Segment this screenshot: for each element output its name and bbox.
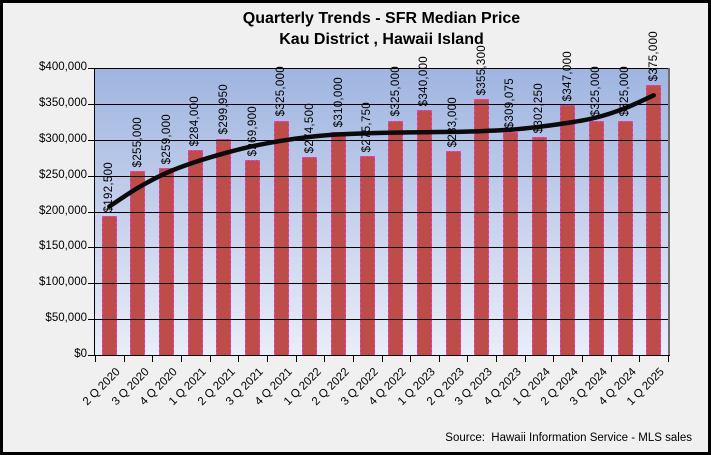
gridline xyxy=(95,103,668,105)
x-axis-tick xyxy=(324,356,326,362)
trend-line xyxy=(107,93,656,209)
bar xyxy=(617,120,633,355)
y-axis-tick xyxy=(88,175,94,177)
bar-value-label: $325,000 xyxy=(619,66,632,117)
x-axis-tick xyxy=(639,356,641,362)
y-axis-label: $150,000 xyxy=(39,240,87,253)
bar-value-label: $255,000 xyxy=(131,116,144,168)
x-axis-tick xyxy=(295,356,297,362)
x-axis-tick xyxy=(123,356,125,362)
bar xyxy=(273,120,289,355)
x-axis-tick xyxy=(152,356,154,362)
bar-value-label: $340,000 xyxy=(418,55,431,107)
x-axis-tick xyxy=(668,356,669,362)
bar xyxy=(245,160,261,355)
y-axis-label: $250,000 xyxy=(39,168,87,181)
bar-value-label: $299,950 xyxy=(217,84,230,135)
x-axis-tick xyxy=(496,356,498,362)
chart-title-line1: Quarterly Trends - SFR Median Price xyxy=(242,10,521,27)
gridline xyxy=(95,283,668,285)
y-axis-label: $50,000 xyxy=(45,312,87,325)
bar-value-label: $325,000 xyxy=(590,66,603,117)
y-axis-tick xyxy=(88,103,94,105)
x-axis-tick xyxy=(553,356,555,362)
gridline xyxy=(95,68,668,69)
bar xyxy=(331,131,347,355)
x-axis-tick xyxy=(467,356,469,362)
bar-value-label: $269,900 xyxy=(246,105,259,157)
bar-value-label: $355,300 xyxy=(475,44,488,96)
bar xyxy=(416,110,432,355)
y-axis-label: $100,000 xyxy=(39,276,87,289)
x-axis-tick xyxy=(209,356,211,362)
y-axis-label: $300,000 xyxy=(39,132,87,145)
bar-value-label: $325,000 xyxy=(389,66,402,117)
y-axis-tick xyxy=(88,247,94,249)
y-axis-tick xyxy=(88,139,94,141)
y-axis-line xyxy=(94,68,95,356)
y-axis-tick xyxy=(88,68,94,69)
x-axis-tick xyxy=(438,356,440,362)
bar xyxy=(101,215,117,355)
x-axis-tick xyxy=(180,356,182,362)
y-axis-tick xyxy=(88,319,94,321)
bar-value-label: $347,000 xyxy=(561,50,574,102)
bar xyxy=(531,137,547,355)
x-axis-tick xyxy=(381,356,383,362)
x-axis-tick xyxy=(524,356,526,362)
bar-value-label: $325,000 xyxy=(275,66,288,117)
trend-line-path xyxy=(107,93,656,209)
y-axis-label: $0 xyxy=(74,348,87,360)
gridline xyxy=(95,139,668,141)
y-axis-label: $350,000 xyxy=(39,96,87,109)
bar-value-label: $284,000 xyxy=(189,95,202,147)
bar-value-label: $192,500 xyxy=(103,161,116,212)
bar-value-label: $375,000 xyxy=(647,30,660,81)
chart-title: Quarterly Trends - SFR Median Price Kau … xyxy=(95,8,668,50)
bar xyxy=(216,138,232,355)
plot-area: $192,500 $255,000 $259,000 $284,000 $299,950… xyxy=(95,31,670,355)
bar xyxy=(388,120,404,355)
bar-value-label: $275,750 xyxy=(361,101,374,153)
gridline xyxy=(95,247,668,249)
bar xyxy=(474,99,490,355)
x-axis-tick xyxy=(95,356,96,362)
chart-title-line2: Kau District , Hawaii Island xyxy=(279,31,484,48)
bar xyxy=(445,150,461,355)
bar xyxy=(187,150,203,355)
y-axis-tick xyxy=(88,355,94,356)
source-note: Source: Hawaii Information Service - MLS… xyxy=(445,432,692,444)
bar-value-label: $302,250 xyxy=(533,82,546,134)
y-axis-label: $200,000 xyxy=(39,204,87,217)
bar xyxy=(359,156,375,355)
bar xyxy=(646,84,662,355)
x-axis-tick xyxy=(238,356,240,362)
x-axis-tick xyxy=(352,356,354,362)
x-axis-tick xyxy=(410,356,412,362)
x-axis-tick xyxy=(266,356,268,362)
bar xyxy=(560,105,576,355)
bar xyxy=(130,171,146,355)
y-axis-tick xyxy=(88,211,94,213)
bar-value-label: $259,000 xyxy=(160,113,173,165)
x-axis-line xyxy=(94,355,670,356)
x-axis-tick xyxy=(610,356,612,362)
bar xyxy=(302,157,318,355)
bar xyxy=(588,120,604,355)
y-axis-tick xyxy=(88,283,94,285)
bar-value-label: $309,075 xyxy=(504,77,517,129)
bar-value-label: $310,000 xyxy=(332,77,345,128)
x-axis-tick xyxy=(582,356,584,362)
bar-value-label: $274,500 xyxy=(303,102,316,154)
gridline xyxy=(95,211,668,213)
gridline xyxy=(95,319,668,321)
bar-value-label: $283,000 xyxy=(447,96,460,147)
gridline xyxy=(95,175,668,177)
y-axis-label: $400,000 xyxy=(39,61,87,73)
bar xyxy=(159,168,175,355)
bar xyxy=(502,132,518,355)
